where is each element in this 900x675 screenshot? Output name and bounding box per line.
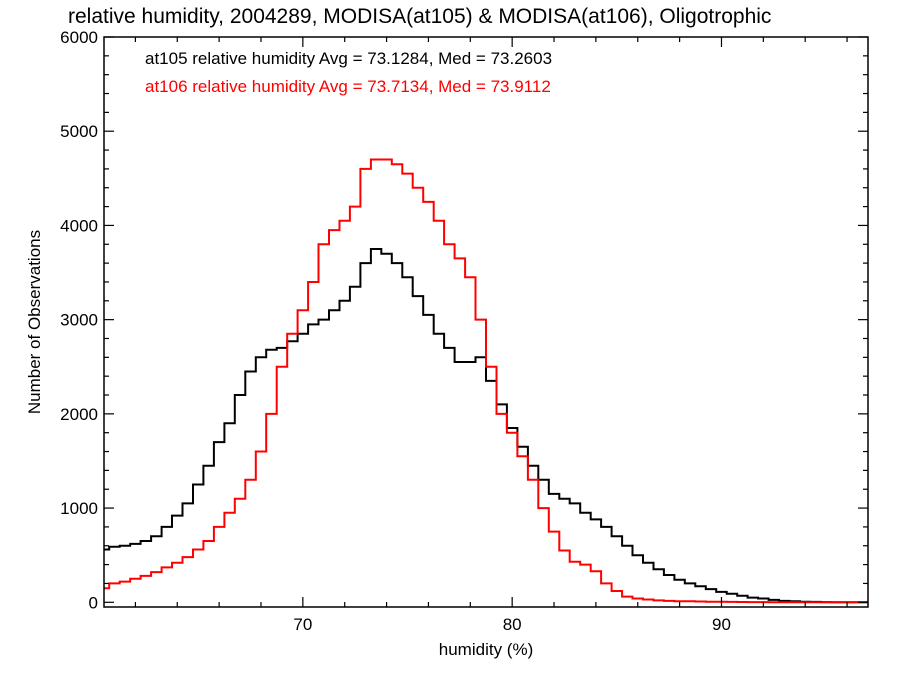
series-line-at106: [104, 158, 868, 604]
y-tick-label: 6000: [60, 28, 98, 47]
y-tick-label: 3000: [60, 311, 98, 330]
y-axis-label: Number of Observations: [25, 230, 44, 414]
plot-frame: [103, 36, 869, 608]
y-tick-label: 5000: [60, 122, 98, 141]
x-tick-label: 70: [293, 615, 312, 634]
y-tick-label: 2000: [60, 405, 98, 424]
x-tick-label: 80: [503, 615, 522, 634]
legend-entry-at105: at105 relative humidity Avg = 73.1284, M…: [145, 49, 552, 68]
x-tick-label: 90: [712, 615, 731, 634]
y-tick-label: 0: [89, 593, 98, 612]
x-axis-label: humidity (%): [439, 640, 533, 659]
plot-area: 70 80 90 0 1000 2000 3000 4000 5000 6000: [60, 28, 869, 634]
y-tick-label: 1000: [60, 499, 98, 518]
legend-entry-at106: at106 relative humidity Avg = 73.7134, M…: [145, 77, 551, 96]
chart-title: relative humidity, 2004289, MODISA(at105…: [68, 5, 771, 28]
series-line-at105: [104, 248, 868, 604]
y-tick-label: 4000: [60, 216, 98, 235]
